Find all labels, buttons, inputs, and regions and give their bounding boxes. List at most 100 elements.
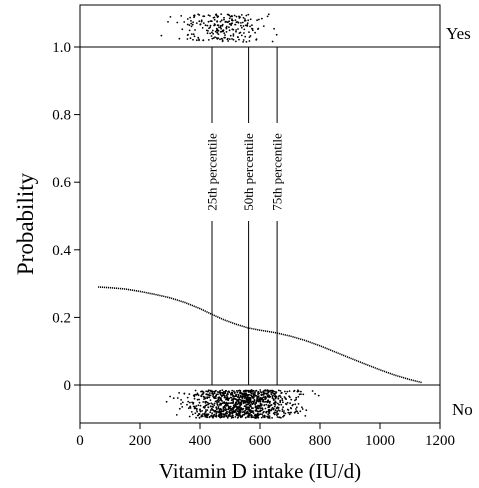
rug-point-no	[240, 401, 243, 404]
rug-point-no	[256, 396, 259, 398]
rug-point-no	[259, 391, 262, 393]
rug-point-no	[254, 414, 257, 416]
rug-point-no	[256, 410, 259, 413]
rug-point-yes	[235, 29, 238, 31]
rug-point-no	[208, 396, 211, 399]
rug-point-no	[272, 390, 275, 392]
rug-point-yes	[186, 18, 189, 20]
rug-point-no	[262, 411, 265, 414]
rug-point-no	[240, 403, 243, 405]
rug-point-no	[212, 406, 214, 408]
x-tick-label: 400	[189, 433, 212, 449]
rug-point-yes	[213, 16, 216, 19]
rug-point-no	[269, 400, 271, 403]
rug-point-yes	[234, 23, 237, 26]
rug-point-no	[280, 403, 283, 406]
rug-point-yes	[197, 36, 200, 39]
rug-point-no	[242, 401, 245, 404]
rug-point-no	[246, 403, 249, 406]
rug-point-no	[224, 403, 227, 405]
rug-point-yes	[227, 40, 230, 42]
rug-point-yes	[273, 27, 275, 30]
rug-point-no	[196, 407, 198, 410]
rug-point-no	[211, 412, 214, 415]
rug-point-no	[195, 393, 198, 396]
rug-point-no	[235, 402, 237, 405]
rug-point-no	[186, 403, 188, 406]
rug-point-yes	[217, 29, 220, 32]
rug-point-no	[248, 400, 251, 403]
rug-point-no	[233, 404, 235, 407]
rug-point-yes	[247, 19, 250, 22]
rug-point-no	[248, 399, 250, 402]
rug-point-no	[230, 399, 233, 402]
rug-point-no	[165, 400, 168, 403]
rug-point-no	[208, 392, 211, 394]
rug-point-no	[266, 389, 269, 391]
rug-point-no	[241, 394, 244, 396]
rug-point-no	[237, 412, 240, 415]
rug-point-no	[211, 414, 213, 417]
rug-point-no	[283, 414, 285, 417]
rug-point-no	[194, 412, 197, 415]
rug-point-no	[236, 414, 239, 417]
rug-point-no	[217, 398, 220, 401]
rug-point-no	[304, 415, 307, 417]
rug-point-no	[263, 404, 266, 407]
rug-point-yes	[189, 16, 192, 19]
rug-point-no	[273, 405, 276, 408]
axis-ticks: 0 200 400 600 800 1000 1200 0 0.2 0.4 0.6 0.8 1.0	[52, 40, 455, 449]
rug-point-no	[215, 389, 217, 392]
rug-point-no	[293, 389, 296, 392]
rug-point-no	[260, 403, 263, 406]
rug-point-no	[196, 410, 199, 413]
rug-point-no	[215, 412, 218, 415]
rug-point-yes	[241, 21, 244, 24]
rug-point-no	[272, 407, 275, 410]
rug-point-no	[227, 402, 230, 404]
rug-point-no	[251, 407, 253, 410]
rug-point-no	[198, 401, 201, 404]
plot-frame	[79, 4, 441, 424]
rug-point-no	[248, 396, 251, 399]
rug-point-yes	[258, 18, 260, 21]
rug-point-no	[254, 416, 256, 419]
rug-point-no	[268, 408, 271, 411]
rug-point-no	[250, 415, 253, 418]
rug-point-no	[225, 398, 228, 401]
rug-point-no	[264, 390, 266, 392]
rug-point-no	[294, 411, 297, 413]
rug-point-yes	[248, 36, 251, 38]
rug-point-yes	[206, 32, 209, 35]
rug-point-no	[261, 407, 264, 410]
rug-point-no	[226, 398, 229, 401]
rug-point-no	[232, 416, 235, 419]
rug-point-no	[239, 407, 242, 409]
rug-point-no	[247, 412, 250, 415]
rug-point-no	[245, 411, 248, 414]
rug-point-yes	[204, 24, 207, 27]
rug-point-no	[226, 416, 229, 418]
rug-point-no	[194, 407, 197, 410]
rug-point-no	[178, 392, 181, 394]
rug-point-no	[277, 409, 280, 411]
rug-point-no	[274, 390, 276, 393]
rug-point-no	[276, 410, 278, 413]
rug-point-no	[239, 410, 242, 412]
rug-point-no	[216, 399, 219, 402]
rug-point-no	[199, 404, 202, 407]
x-axis-label: Vitamin D intake (IU/d)	[159, 459, 361, 483]
rug-point-no	[250, 394, 253, 397]
rug-point-no	[192, 403, 195, 405]
rug-point-no	[218, 391, 221, 394]
rug-point-yes	[221, 24, 224, 27]
rug-point-yes	[218, 26, 220, 29]
rug-point-no	[232, 414, 234, 417]
rug-point-no	[216, 401, 218, 404]
rug-point-no	[202, 401, 205, 403]
rug-point-yes	[207, 39, 210, 41]
rug-point-yes	[244, 24, 247, 27]
rug-point-yes	[213, 24, 216, 27]
rug-point-no	[311, 390, 314, 392]
rug-point-no	[246, 396, 248, 398]
